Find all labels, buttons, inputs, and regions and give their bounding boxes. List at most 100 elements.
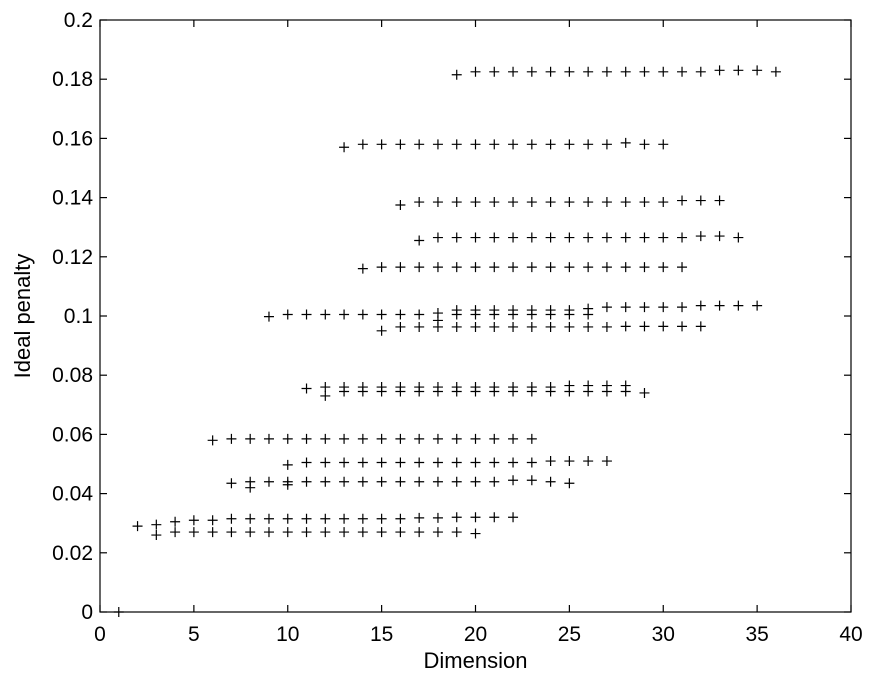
data-point — [451, 309, 462, 320]
data-point — [245, 433, 256, 444]
data-point — [526, 66, 537, 77]
data-point — [526, 139, 537, 150]
data-point — [695, 66, 706, 77]
y-tick-label: 0 — [81, 601, 93, 624]
data-point — [320, 476, 331, 487]
data-point — [489, 66, 500, 77]
data-point — [564, 197, 575, 208]
x-axis-label: Dimension — [424, 648, 528, 673]
data-point — [658, 139, 669, 150]
data-point — [564, 262, 575, 273]
x-tick-label: 5 — [188, 623, 200, 646]
data-point — [451, 139, 462, 150]
data-point — [508, 512, 519, 523]
data-point — [376, 433, 387, 444]
data-point — [451, 197, 462, 208]
data-point — [489, 197, 500, 208]
data-point — [357, 309, 368, 320]
x-tick-label: 30 — [652, 623, 675, 646]
data-point — [564, 386, 575, 397]
data-point — [583, 66, 594, 77]
data-point — [226, 478, 237, 489]
data-point — [658, 302, 669, 313]
data-point — [545, 321, 556, 332]
data-point — [470, 309, 481, 320]
data-point — [245, 482, 256, 493]
data-point — [508, 433, 519, 444]
data-point — [245, 513, 256, 524]
data-point — [451, 321, 462, 332]
series-8 — [357, 262, 688, 274]
data-point — [207, 435, 218, 446]
series-10 — [395, 195, 725, 210]
data-point — [132, 521, 143, 532]
data-point — [545, 456, 556, 467]
data-point — [508, 232, 519, 243]
data-point — [188, 515, 199, 526]
data-point — [263, 476, 274, 487]
data-point — [414, 309, 425, 320]
data-point — [207, 527, 218, 538]
y-tick-label: 0.02 — [52, 542, 93, 565]
data-point — [583, 139, 594, 150]
data-point — [432, 232, 443, 243]
data-point — [526, 386, 537, 397]
data-point — [583, 197, 594, 208]
data-point — [432, 457, 443, 468]
series-5 — [301, 380, 650, 401]
data-point — [320, 433, 331, 444]
data-point — [677, 302, 688, 313]
data-point — [301, 433, 312, 444]
data-point — [414, 386, 425, 397]
data-point — [583, 309, 594, 320]
data-point — [714, 300, 725, 311]
data-point — [451, 476, 462, 487]
data-point — [770, 66, 781, 77]
data-point — [339, 527, 350, 538]
data-point — [226, 433, 237, 444]
data-point — [395, 457, 406, 468]
data-point — [357, 457, 368, 468]
data-point — [620, 302, 631, 313]
data-point — [376, 386, 387, 397]
data-point — [414, 433, 425, 444]
data-point — [376, 527, 387, 538]
data-point — [508, 386, 519, 397]
data-point — [376, 309, 387, 320]
data-point — [639, 302, 650, 313]
data-point — [357, 433, 368, 444]
x-axis-tick-labels: 0 5 10 15 20 25 30 35 40 — [94, 623, 863, 646]
y-tick-label: 0.16 — [52, 127, 93, 150]
data-points — [113, 65, 781, 617]
data-point — [677, 66, 688, 77]
data-point — [470, 66, 481, 77]
data-point — [526, 457, 537, 468]
data-point — [695, 321, 706, 332]
data-point — [226, 513, 237, 524]
data-point — [526, 262, 537, 273]
x-tick-label: 20 — [464, 623, 487, 646]
data-point — [376, 513, 387, 524]
data-point — [432, 512, 443, 523]
data-point — [564, 478, 575, 489]
data-point — [320, 457, 331, 468]
data-point — [395, 386, 406, 397]
data-point — [282, 309, 293, 320]
data-point — [601, 197, 612, 208]
data-point — [339, 386, 350, 397]
data-point — [451, 433, 462, 444]
data-point — [451, 527, 462, 538]
data-point — [339, 476, 350, 487]
data-point — [320, 513, 331, 524]
data-point — [489, 309, 500, 320]
series-7 — [263, 300, 763, 326]
data-point — [470, 197, 481, 208]
data-point — [357, 527, 368, 538]
data-point — [508, 457, 519, 468]
data-point — [639, 197, 650, 208]
series-11 — [339, 137, 669, 153]
data-point — [733, 300, 744, 311]
data-point — [601, 321, 612, 332]
data-point — [207, 515, 218, 526]
data-point — [170, 527, 181, 538]
